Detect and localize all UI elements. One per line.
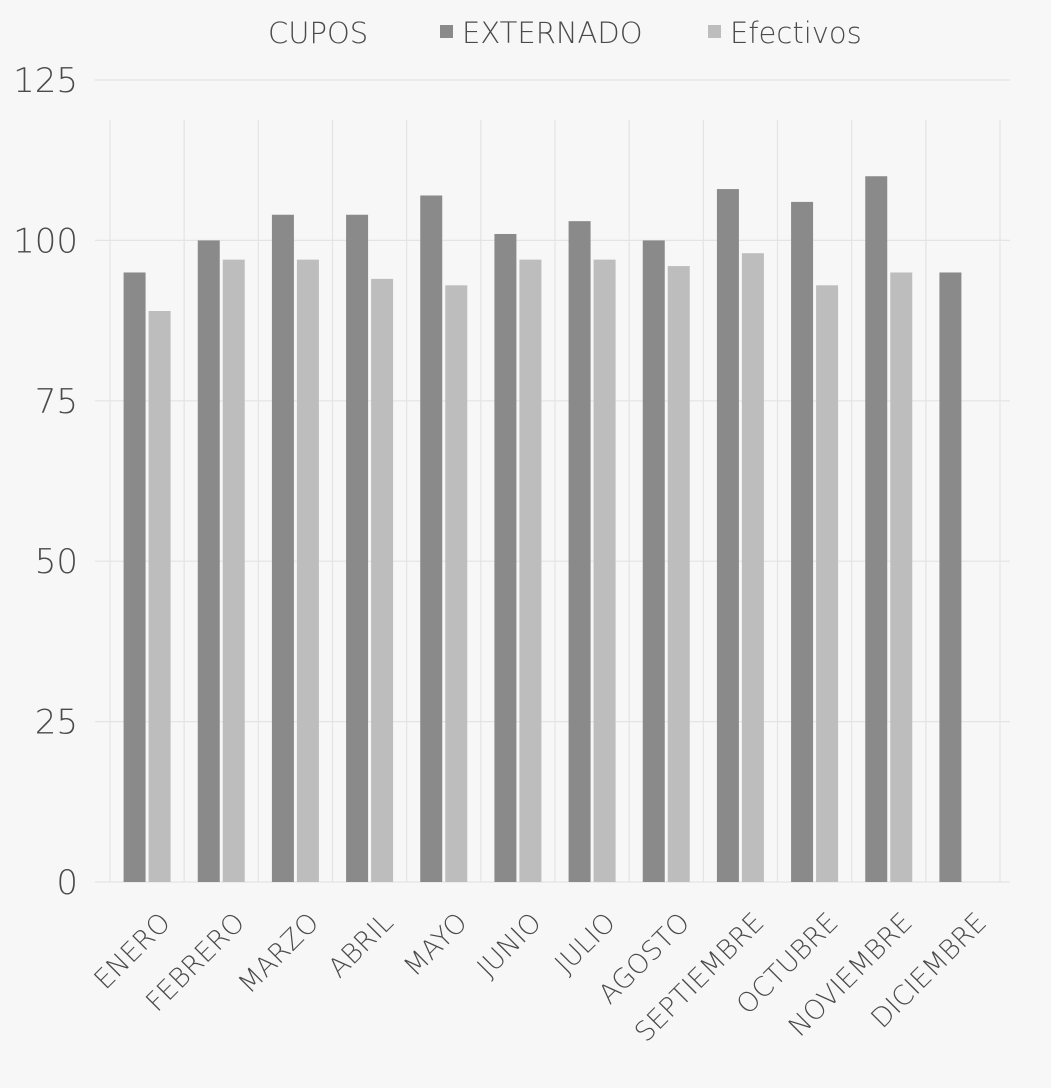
bar-externado-noviembre (865, 176, 888, 883)
bar-efectivos-junio (519, 259, 542, 882)
bar-efectivos-julio (593, 259, 616, 882)
bar-externado-junio (494, 233, 517, 882)
legend-swatch-efectivos (708, 25, 721, 38)
bar-efectivos-mayo (445, 285, 468, 882)
y-tick-label: 50 (35, 542, 78, 582)
bar-externado-julio (568, 221, 591, 883)
legend-swatch-externado (440, 25, 453, 38)
bar-efectivos-marzo (296, 259, 319, 882)
bar-externado-octubre (791, 201, 814, 883)
bar-efectivos-octubre (816, 285, 839, 882)
y-tick-label: 125 (13, 61, 78, 101)
bars-layer (123, 176, 962, 883)
legend: CUPOS EXTERNADO Efectivos (268, 16, 862, 50)
bar-efectivos-agosto (667, 266, 690, 883)
x-tick-label: MARZO (233, 907, 326, 1000)
bar-externado-enero (123, 272, 146, 883)
bar-efectivos-febrero (222, 259, 245, 882)
x-tick-label: MAYO (398, 907, 474, 983)
bar-externado-agosto (642, 240, 665, 882)
bar-externado-febrero (197, 240, 220, 882)
bar-externado-abril (346, 214, 369, 883)
legend-label-externado: EXTERNADO (462, 16, 643, 50)
legend-label-efectivos: Efectivos (730, 16, 862, 50)
bar-externado-mayo (420, 195, 443, 882)
grid-layer (95, 79, 1010, 883)
legend-title: CUPOS (268, 16, 368, 50)
x-tick-label: ABRIL (323, 907, 400, 984)
bar-efectivos-septiembre (741, 253, 764, 882)
bar-efectivos-abril (371, 278, 394, 882)
y-tick-label: 25 (35, 703, 78, 743)
x-tick-label: JUNIO (471, 907, 547, 983)
bar-externado-septiembre (716, 189, 739, 882)
y-axis: 0 25 50 75 100 125 (13, 61, 78, 903)
bar-efectivos-enero (148, 310, 171, 882)
bar-externado-diciembre (939, 272, 962, 883)
y-tick-label: 0 (56, 863, 78, 903)
y-tick-label: 100 (13, 221, 78, 261)
bar-efectivos-noviembre (890, 272, 913, 883)
bar-externado-marzo (271, 214, 294, 883)
y-tick-label: 75 (35, 382, 78, 422)
x-tick-label: SEPTIEMBRE (629, 907, 770, 1048)
